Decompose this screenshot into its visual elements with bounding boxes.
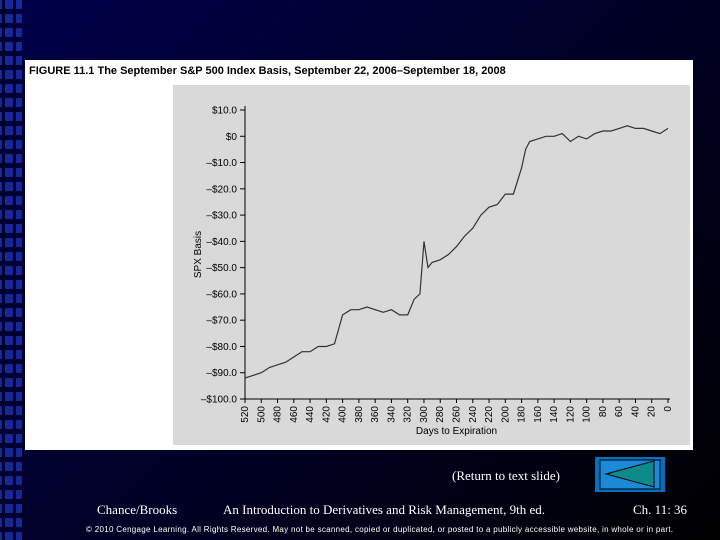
chart-title: FIGURE 11.1 The September S&P 500 Index … <box>29 65 506 77</box>
x-tick-label: 180 <box>517 406 528 423</box>
data-line <box>244 125 669 379</box>
plot-background <box>173 85 690 445</box>
y-tick-label: –$70.0 <box>206 316 237 327</box>
decor-strip <box>0 0 22 540</box>
x-tick-label: 300 <box>419 406 430 423</box>
x-tick-label: 0 <box>663 406 674 412</box>
y-tick-label: –$20.0 <box>206 184 237 195</box>
x-tick-label: 220 <box>484 406 495 423</box>
y-tick-label: $0 <box>226 132 238 143</box>
x-tick-label: 100 <box>582 406 593 423</box>
x-tick-label: 200 <box>500 406 511 423</box>
y-tick-label: –$30.0 <box>206 211 237 222</box>
x-tick-label: 80 <box>598 406 609 418</box>
x-tick-label: 120 <box>565 406 576 423</box>
x-tick-label: 400 <box>338 406 349 423</box>
x-tick-label: 480 <box>273 406 284 423</box>
back-arrow <box>604 460 655 488</box>
x-tick-label: 360 <box>370 406 381 423</box>
return-link[interactable]: (Return to text slide) <box>452 468 560 483</box>
x-tick-label: 420 <box>321 406 332 423</box>
figure-panel: FIGURE 11.1 The September S&P 500 Index … <box>25 60 693 450</box>
y-tick-label: –$90.0 <box>206 368 237 379</box>
x-tick-label: 500 <box>256 406 267 423</box>
y-tick-label: –$50.0 <box>206 263 237 274</box>
x-tick-label: 260 <box>452 406 463 423</box>
x-tick-label: 140 <box>549 406 560 423</box>
y-tick-label: –$100.0 <box>201 395 238 406</box>
y-tick-label: $10.0 <box>212 106 237 117</box>
page-number: Ch. 11: 36 <box>633 502 688 517</box>
x-tick-label: 380 <box>354 406 365 423</box>
x-tick-label: 20 <box>647 406 658 418</box>
x-tick-label: 440 <box>305 406 316 423</box>
x-tick-label: 280 <box>435 406 446 423</box>
x-tick-label: 240 <box>468 406 479 423</box>
x-tick-label: 460 <box>289 406 300 423</box>
y-tick-label: –$80.0 <box>206 342 237 353</box>
y-tick-label: –$40.0 <box>206 237 237 248</box>
x-tick-label: 60 <box>614 406 625 418</box>
back-button[interactable] <box>594 456 666 493</box>
y-axis-label: SPX Basis <box>193 231 204 278</box>
x-tick-label: 320 <box>403 406 414 423</box>
y-tick-label: –$60.0 <box>206 289 237 300</box>
x-tick-label: 340 <box>386 406 397 423</box>
x-tick-label: 160 <box>533 406 544 423</box>
book-title: An Introduction to Derivatives and Risk … <box>223 502 546 517</box>
x-tick-label: 40 <box>630 406 641 418</box>
x-axis-label: Days to Expiration <box>416 426 497 437</box>
copyright: © 2010 Cengage Learning. All Rights Rese… <box>86 525 674 534</box>
x-tick-label: 520 <box>240 406 251 423</box>
author: Chance/Brooks <box>97 502 178 517</box>
y-tick-label: –$10.0 <box>206 158 237 169</box>
chart: FIGURE 11.1 The September S&P 500 Index … <box>29 65 690 445</box>
